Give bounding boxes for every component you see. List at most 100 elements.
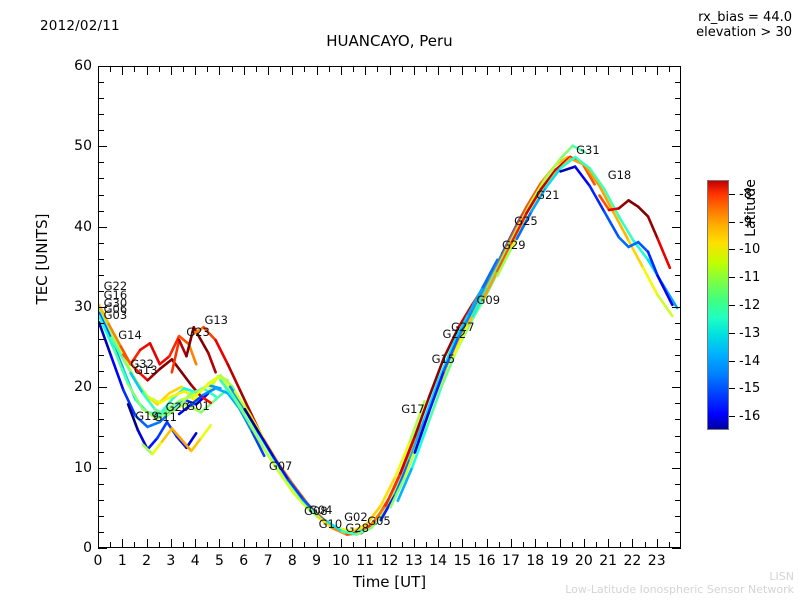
series-segment <box>138 342 152 352</box>
x-tick-major-top <box>219 66 221 75</box>
series-segment <box>581 162 596 186</box>
x-tick-label: 4 <box>190 553 200 569</box>
series-segment <box>99 311 113 340</box>
x-tick-minor <box>644 542 646 548</box>
y-tick-minor <box>98 531 104 533</box>
series-segment <box>646 215 660 241</box>
x-tick-major-top <box>122 66 124 75</box>
colorbar-tick <box>729 332 735 334</box>
y-tick-minor <box>98 371 104 373</box>
x-tick-major-top <box>389 66 391 75</box>
series-segment <box>187 342 198 366</box>
x-tick-label: 7 <box>263 553 273 569</box>
series-segment <box>177 334 191 346</box>
x-tick-major-top <box>583 66 585 75</box>
series-segment <box>109 336 125 361</box>
series-segment <box>126 403 140 432</box>
colorbar-tick-label: -15 <box>739 381 761 397</box>
x-tick-major <box>365 539 367 548</box>
x-tick-minor-top <box>401 66 403 72</box>
y-tick-minor-right <box>675 323 681 325</box>
y-tick-major <box>98 146 107 148</box>
series-segment <box>99 314 115 350</box>
x-tick-minor <box>571 542 573 548</box>
series-segment <box>389 475 407 509</box>
colorbar-tick-label: -11 <box>739 270 761 286</box>
series-segment <box>141 391 157 411</box>
y-tick-label: 20 <box>74 379 92 396</box>
x-tick-major <box>413 539 415 548</box>
y-tick-minor <box>98 82 104 84</box>
x-tick-minor-top <box>668 66 670 72</box>
y-tick-minor <box>98 242 104 244</box>
series-segment <box>216 375 232 390</box>
y-tick-minor-right <box>675 339 681 341</box>
x-tick-minor-top <box>158 66 160 72</box>
series-segment <box>340 530 358 536</box>
x-tick-label: 20 <box>574 553 593 569</box>
colorbar-tick-label: -13 <box>739 325 761 341</box>
rx-bias-text: rx_bias = 44.0 <box>698 10 792 25</box>
series-segment <box>330 526 349 536</box>
series-segment <box>204 375 220 389</box>
x-tick-major <box>243 539 245 548</box>
x-tick-major-top <box>170 66 172 75</box>
series-segment <box>496 245 514 278</box>
series-segment <box>272 456 290 482</box>
series-segment <box>199 423 213 440</box>
series-segment <box>573 165 591 188</box>
series-segment <box>180 395 196 401</box>
series-segment <box>185 325 196 358</box>
x-tick-label: 17 <box>502 553 520 569</box>
series-segment <box>192 325 205 336</box>
series-segment <box>442 325 460 360</box>
x-tick-minor <box>304 542 306 548</box>
y-tick-minor <box>98 419 104 421</box>
series-segment <box>250 430 266 458</box>
series-segment <box>559 155 577 170</box>
series-segment <box>411 425 429 469</box>
date-label: 2012/02/11 <box>40 18 120 34</box>
series-segment <box>146 436 159 451</box>
y-tick-major-right <box>672 146 681 148</box>
y-tick-minor <box>98 339 104 341</box>
x-tick-minor-top <box>474 66 476 72</box>
x-tick-label: 8 <box>287 553 297 569</box>
series-segment <box>369 504 387 527</box>
x-tick-major <box>510 539 512 548</box>
x-tick-major <box>559 539 561 548</box>
series-segment <box>168 385 183 395</box>
x-tick-label: 23 <box>647 553 666 569</box>
x-tick-minor <box>401 542 403 548</box>
series-segment <box>500 227 519 260</box>
y-tick-minor <box>98 515 104 517</box>
y-tick-minor <box>98 323 104 325</box>
x-tick-major-top <box>510 66 512 75</box>
y-tick-label: 50 <box>74 138 92 155</box>
x-tick-minor-top <box>377 66 379 72</box>
x-tick-major <box>486 539 488 548</box>
series-segment <box>602 187 621 218</box>
x-tick-minor <box>183 542 185 548</box>
y-tick-minor-right <box>675 82 681 84</box>
y-tick-major <box>98 66 107 67</box>
metadata-block: rx_bias = 44.0 elevation > 30 <box>696 10 792 40</box>
y-tick-major-right <box>672 307 681 308</box>
x-tick-minor-top <box>328 66 330 72</box>
x-tick-major-top <box>316 66 318 75</box>
series-segment <box>428 356 446 398</box>
x-tick-major-top <box>195 66 197 75</box>
series-segment <box>486 256 504 289</box>
footer-credit: LISN Low-Latitude Ionospheric Sensor Net… <box>565 570 794 596</box>
x-tick-label: 1 <box>117 553 127 569</box>
series-segment <box>510 211 528 244</box>
series-segment <box>258 432 276 459</box>
series-segment <box>394 457 412 496</box>
series-segment <box>158 395 174 405</box>
x-tick-major <box>632 539 634 548</box>
y-axis-title: TEC [UNITS] <box>33 213 51 305</box>
x-tick-minor-top <box>110 66 112 72</box>
series-segment <box>194 391 210 406</box>
x-tick-major <box>219 539 221 548</box>
y-tick-label: 60 <box>74 58 92 74</box>
